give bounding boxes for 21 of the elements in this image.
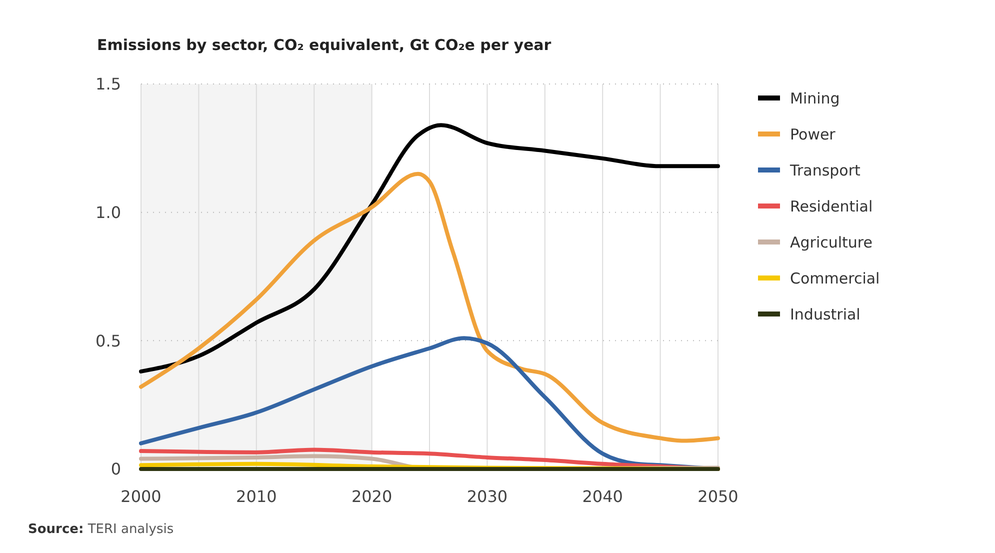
x-tick-label: 2050 — [698, 487, 738, 506]
legend-label: Agriculture — [790, 233, 872, 252]
legend-label: Industrial — [790, 305, 860, 324]
line-series — [139, 172, 720, 443]
y-tick-label: 0 — [110, 460, 121, 479]
source-note: Source: TERI analysis — [28, 522, 174, 537]
x-tick-label: 2010 — [236, 487, 277, 506]
x-tick-label: 2020 — [351, 487, 392, 506]
x-tick-label: 2000 — [120, 487, 162, 506]
legend-label: Commercial — [790, 269, 880, 288]
chart-title: Emissions by sector, CO₂ equivalent, Gt CO₂e per year — [97, 36, 552, 54]
legend-label: Residential — [790, 197, 873, 216]
line-series — [139, 123, 720, 374]
legend-label: Mining — [790, 89, 840, 108]
y-tick-label: 0.5 — [96, 331, 121, 350]
y-tick-label: 1.0 — [96, 202, 121, 222]
x-tick-label: 2040 — [582, 487, 623, 506]
legend-label: Transport — [789, 161, 861, 180]
x-tick-label: 2030 — [466, 487, 508, 506]
legend-label: Power — [790, 125, 836, 144]
y-tick-label: 1.5 — [96, 74, 121, 94]
